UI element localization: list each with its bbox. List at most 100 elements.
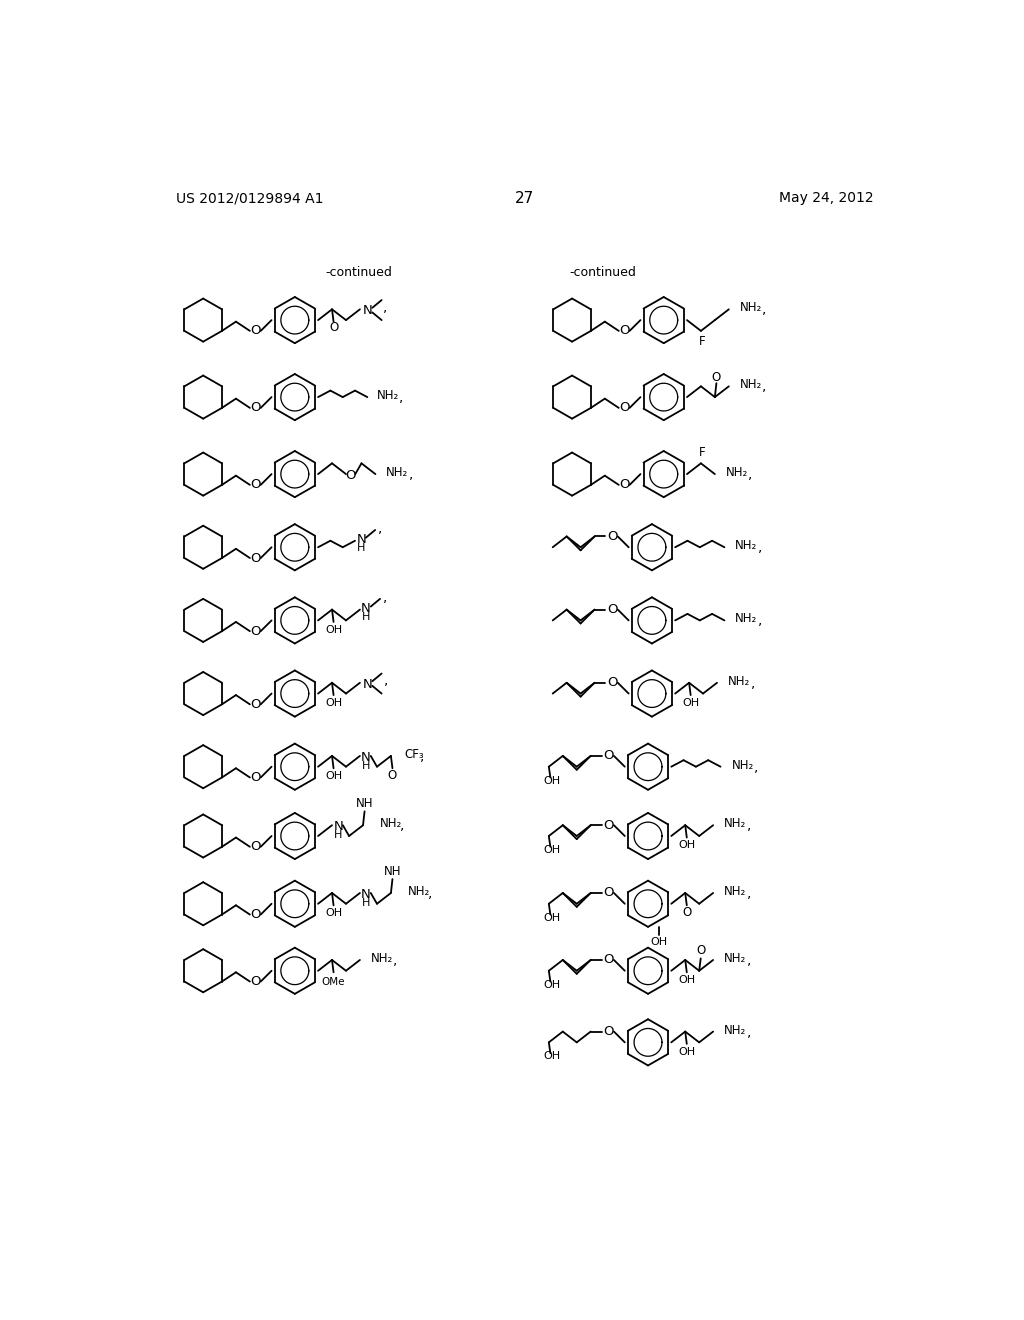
Text: 27: 27	[515, 191, 535, 206]
Text: US 2012/0129894 A1: US 2012/0129894 A1	[176, 191, 324, 206]
Text: N: N	[356, 533, 367, 545]
Text: ,: ,	[746, 886, 751, 900]
Text: ,: ,	[409, 467, 414, 480]
Text: NH₂: NH₂	[724, 1023, 746, 1036]
Text: O: O	[388, 770, 397, 783]
Text: OH: OH	[544, 1051, 560, 1061]
Text: ,: ,	[758, 614, 762, 627]
Text: -continued: -continued	[569, 265, 637, 279]
Text: NH₂: NH₂	[735, 612, 758, 626]
Text: N: N	[334, 820, 343, 833]
Text: ,: ,	[420, 748, 424, 763]
Text: OMe: OMe	[322, 977, 345, 986]
Text: NH₂: NH₂	[386, 466, 409, 479]
Text: NH₂: NH₂	[735, 539, 758, 552]
Text: O: O	[329, 321, 338, 334]
Text: O: O	[250, 841, 260, 853]
Text: May 24, 2012: May 24, 2012	[779, 191, 873, 206]
Text: O: O	[607, 676, 617, 689]
Text: OH: OH	[325, 624, 342, 635]
Text: ,: ,	[399, 818, 403, 832]
Text: H: H	[334, 830, 342, 841]
Text: ,: ,	[758, 540, 762, 554]
Text: N: N	[361, 888, 371, 902]
Text: NH: NH	[384, 865, 401, 878]
Text: O: O	[250, 401, 260, 414]
Text: O: O	[345, 469, 356, 482]
Text: OH: OH	[544, 912, 560, 923]
Text: CF₃: CF₃	[404, 748, 425, 760]
Text: ,: ,	[384, 673, 388, 688]
Text: ,: ,	[762, 302, 767, 317]
Text: O: O	[603, 818, 613, 832]
Text: O: O	[250, 325, 260, 338]
Text: OH: OH	[682, 698, 699, 708]
Text: OH: OH	[650, 937, 668, 948]
Text: ,: ,	[399, 391, 403, 404]
Text: O: O	[250, 478, 260, 491]
Text: O: O	[607, 529, 617, 543]
Text: O: O	[603, 887, 613, 899]
Text: O: O	[618, 325, 630, 338]
Text: OH: OH	[544, 979, 560, 990]
Text: O: O	[618, 478, 630, 491]
Text: H: H	[361, 612, 371, 622]
Text: OH: OH	[325, 698, 342, 708]
Text: -continued: -continued	[326, 265, 392, 279]
Text: ,: ,	[749, 467, 753, 480]
Text: NH₂: NH₂	[724, 952, 746, 965]
Text: O: O	[603, 953, 613, 966]
Text: ,: ,	[746, 1024, 751, 1039]
Text: ,: ,	[751, 676, 755, 690]
Text: NH₂: NH₂	[739, 379, 762, 391]
Text: O: O	[603, 750, 613, 763]
Text: O: O	[250, 552, 260, 565]
Text: ,: ,	[378, 521, 382, 536]
Text: NH: NH	[355, 797, 374, 810]
Text: NH₂: NH₂	[377, 389, 399, 403]
Text: NH₂: NH₂	[728, 675, 751, 688]
Text: H: H	[357, 544, 366, 553]
Text: H: H	[361, 760, 371, 771]
Text: O: O	[250, 908, 260, 921]
Text: O: O	[712, 371, 721, 384]
Text: O: O	[250, 624, 260, 638]
Text: ,: ,	[393, 953, 397, 968]
Text: O: O	[250, 771, 260, 784]
Text: F: F	[699, 446, 706, 459]
Text: OH: OH	[544, 776, 560, 785]
Text: ,: ,	[762, 379, 767, 393]
Text: H: H	[361, 898, 371, 908]
Text: N: N	[362, 677, 373, 690]
Text: O: O	[682, 907, 691, 920]
Text: OH: OH	[325, 908, 342, 917]
Text: NH₂: NH₂	[380, 817, 402, 830]
Text: NH₂: NH₂	[724, 884, 746, 898]
Text: OH: OH	[678, 841, 695, 850]
Text: OH: OH	[544, 845, 560, 855]
Text: O: O	[603, 1026, 613, 1038]
Text: N: N	[361, 602, 371, 615]
Text: O: O	[618, 401, 630, 414]
Text: ,: ,	[746, 818, 751, 832]
Text: OH: OH	[678, 1047, 695, 1056]
Text: NH₂: NH₂	[731, 759, 754, 772]
Text: ,: ,	[427, 886, 432, 900]
Text: NH₂: NH₂	[726, 466, 748, 479]
Text: ,: ,	[383, 300, 388, 314]
Text: NH₂: NH₂	[739, 301, 762, 314]
Text: ,: ,	[754, 760, 759, 774]
Text: OH: OH	[325, 771, 342, 781]
Text: F: F	[699, 335, 706, 348]
Text: ,: ,	[383, 590, 387, 605]
Text: OH: OH	[678, 975, 695, 985]
Text: NH₂: NH₂	[408, 884, 430, 898]
Text: N: N	[361, 751, 371, 764]
Text: O: O	[250, 975, 260, 989]
Text: O: O	[607, 603, 617, 616]
Text: O: O	[696, 944, 706, 957]
Text: N: N	[362, 305, 373, 317]
Text: ,: ,	[746, 953, 751, 968]
Text: O: O	[250, 698, 260, 711]
Text: NH₂: NH₂	[724, 817, 746, 830]
